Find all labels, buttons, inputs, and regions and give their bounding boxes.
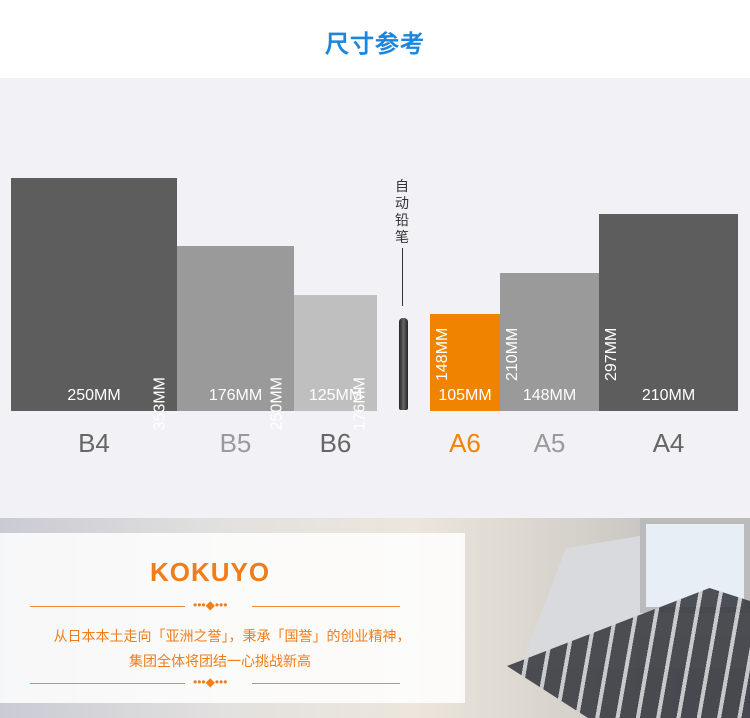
size-name-a5: A5 [533,428,566,458]
size-a5: 210MM 148MM [500,273,599,411]
size-b4: 353MM 250MM [11,178,177,430]
ornament-divider: •••◆••• [30,598,400,613]
slogan-line-2: 集团全体将团结一心挑战新高 [129,653,311,669]
size-name-b6: B6 [319,428,352,458]
ornament-icon: •••◆••• [193,598,228,612]
width-label: 250MM [67,387,121,404]
size-comparison: 353MM 250MM 250MM 176MM 176MM 125MM 148MM 10… [0,78,750,518]
height-label: 148MM [434,327,451,381]
width-label: 105MM [438,387,492,404]
height-label: 210MM [504,327,521,381]
size-a6: 148MM 105MM [430,314,500,411]
height-label: 297MM [603,327,620,381]
page-title: 尺寸参考 [325,31,425,58]
size-name-b5: B5 [219,428,252,458]
pencil-label: 自动铅笔 [395,178,409,245]
ornament-icon: •••◆••• [193,675,228,689]
size-b6: 176MM 125MM [294,295,377,430]
size-name-a4: A4 [652,428,685,458]
size-b5: 250MM 176MM [177,246,294,430]
size-name-a6: A6 [449,428,481,458]
ornament-divider: •••◆••• [30,675,400,690]
brand-panel: KOKUYO •••◆••• 从日本本土走向「亚洲之誉」，秉承「国誉」的创业精神… [0,533,465,703]
pencil-image [399,318,408,410]
width-label: 210MM [641,387,696,404]
width-label: 176MM [208,387,263,404]
width-label: 125MM [308,387,363,404]
kokuyo-logo: KOKUYO [150,557,271,587]
slogan-line-1: 从日本本土走向「亚洲之誉」，秉承「国誉」的创业精神， [53,628,411,644]
size-name-b4: B4 [78,428,110,458]
pencil-pointer-line [402,248,403,306]
brand-banner: KOKUYO •••◆••• 从日本本土走向「亚洲之誉」，秉承「国誉」的创业精神… [0,518,750,718]
size-a4: 297MM 210MM [599,214,738,411]
width-label: 148MM [522,387,577,404]
